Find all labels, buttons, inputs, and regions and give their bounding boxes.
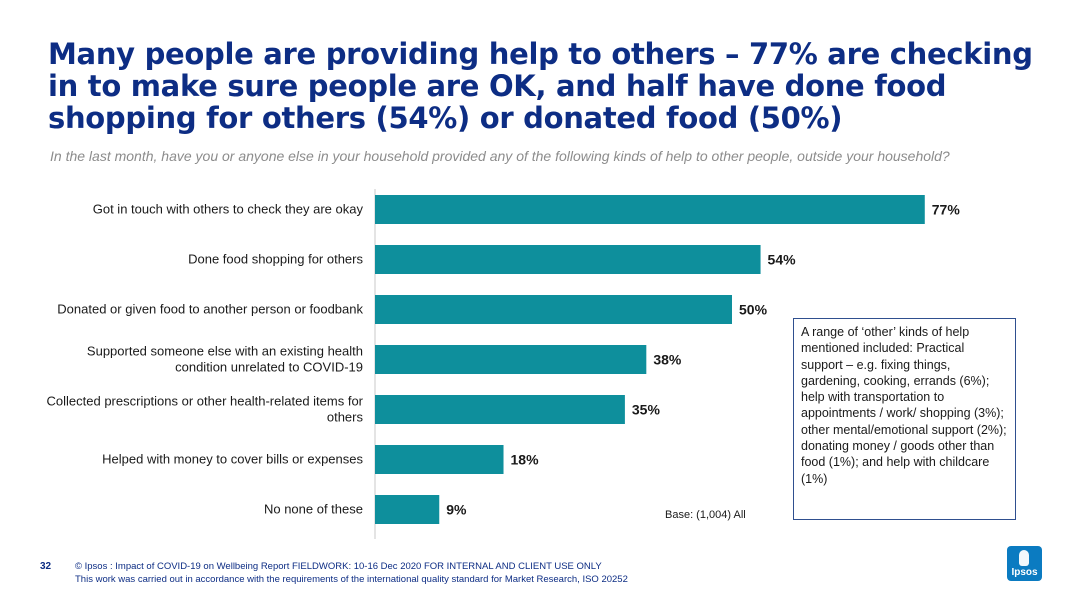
category-labels-group: Got in touch with others to check they a… [47,202,364,517]
category-label: Done food shopping for others [188,252,363,267]
category-label-line: Got in touch with others to check they a… [93,202,364,217]
page-title: Many people are providing help to others… [48,37,1033,135]
category-label: No none of these [264,502,363,517]
category-label-line: Collected prescriptions or other health-… [47,394,364,409]
ipsos-logo: Ipsos [1007,546,1042,581]
bar-value-label: 77% [932,202,961,218]
category-label-line: Helped with money to cover bills or expe… [102,452,363,467]
bar [375,395,625,424]
bar [375,295,732,324]
category-label-line: condition unrelated to COVID-19 [175,360,363,375]
bar [375,495,440,524]
category-label: Collected prescriptions or other health-… [47,394,364,425]
category-label: Donated or given food to another person … [57,302,363,317]
bar-value-label: 54% [768,252,797,268]
bar [375,445,504,474]
other-help-note-box: A range of ‘other’ kinds of help mention… [793,318,1016,520]
value-labels-group: 77% 54% 50% 38% 35% 18% 9% [446,202,960,518]
bar-value-label: 35% [632,402,661,418]
bar-value-label: 18% [511,452,540,468]
bar [375,345,647,374]
bar [375,195,925,224]
category-label-line: No none of these [264,502,363,517]
survey-question: In the last month, have you or anyone el… [50,148,950,164]
category-label-line: Supported someone else with an existing … [87,344,363,359]
category-label-line: Donated or given food to another person … [57,302,363,317]
bars-group [375,195,925,524]
footer-quality-statement: This work was carried out in accordance … [75,574,628,585]
category-label-line: Done food shopping for others [188,252,363,267]
category-label-line: others [327,410,364,425]
category-label: Helped with money to cover bills or expe… [102,452,363,467]
page-number: 32 [40,561,52,572]
bar [375,245,761,274]
base-note: Base: (1,004) All [665,509,746,521]
ipsos-logo-figure-icon [1019,550,1029,566]
category-label: Supported someone else with an existing … [87,344,363,375]
bar-value-label: 50% [739,302,768,318]
category-label: Got in touch with others to check they a… [93,202,364,217]
footer-copyright: © Ipsos : Impact of COVID-19 on Wellbein… [75,561,602,572]
bar-value-label: 38% [653,352,682,368]
bar-value-label: 9% [446,502,467,518]
ipsos-logo-text: Ipsos [1011,567,1038,578]
